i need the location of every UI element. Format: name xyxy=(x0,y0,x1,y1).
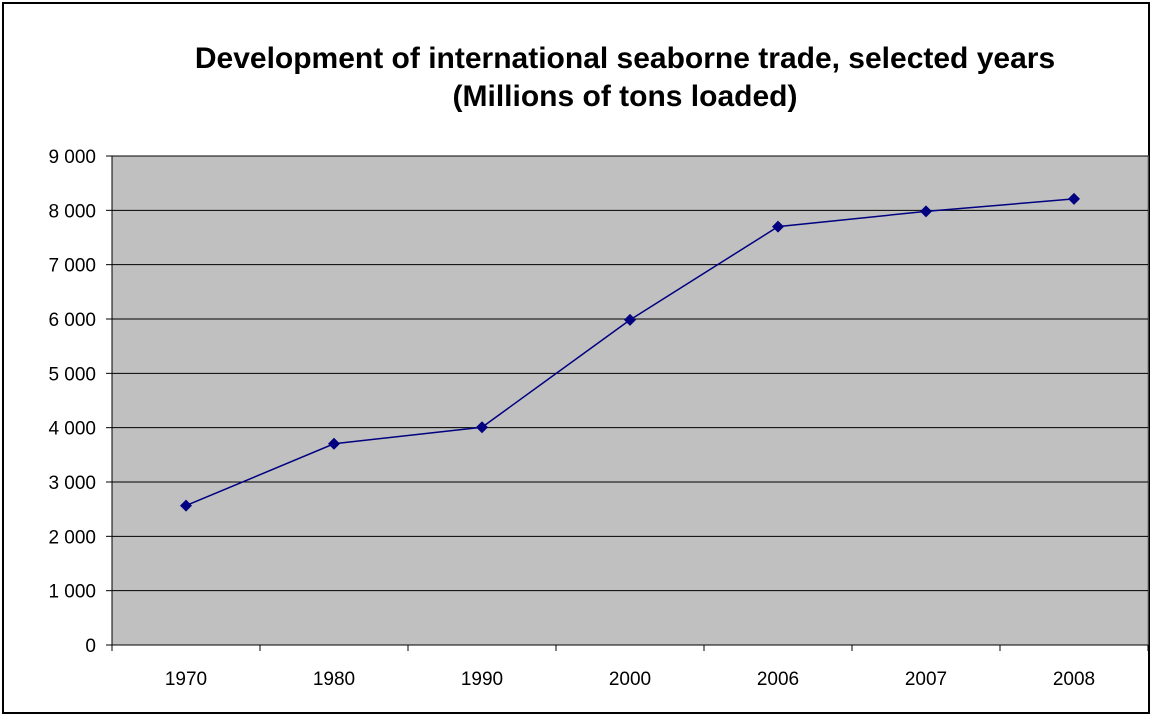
y-tick-label: 0 xyxy=(85,636,96,657)
x-tick-label: 1980 xyxy=(313,669,355,690)
data-point-marker xyxy=(476,421,488,434)
chart-title-line-2: (Millions of tons loaded) xyxy=(452,80,798,113)
data-point-marker xyxy=(180,499,192,512)
y-tick-label: 1 000 xyxy=(48,582,96,603)
x-tick-label: 2008 xyxy=(1053,669,1095,690)
x-tick-label: 2007 xyxy=(905,669,947,690)
data-point-marker xyxy=(328,437,340,450)
y-tick-label: 5 000 xyxy=(48,364,96,385)
x-tick-label: 2006 xyxy=(757,669,799,690)
y-tick-label: 2 000 xyxy=(48,527,96,548)
data-point-marker xyxy=(920,205,932,218)
y-tick-label: 8 000 xyxy=(48,201,96,222)
y-tick-label: 6 000 xyxy=(48,310,96,331)
data-point-marker xyxy=(624,313,636,326)
plot-area xyxy=(111,155,1149,646)
data-point-marker xyxy=(1068,192,1080,205)
y-tick-label: 3 000 xyxy=(48,473,96,494)
data-point-marker xyxy=(772,220,784,233)
x-tick-label: 1990 xyxy=(461,669,503,690)
y-tick-label: 7 000 xyxy=(48,256,96,277)
x-tick-label: 2000 xyxy=(609,669,651,690)
chart-title: Development of international seaborne tr… xyxy=(0,40,1154,116)
x-tick-label: 1970 xyxy=(165,669,207,690)
y-tick-label: 4 000 xyxy=(48,419,96,440)
y-tick-label: 9 000 xyxy=(48,147,96,168)
chart-title-line-1: Development of international seaborne tr… xyxy=(194,42,1056,75)
